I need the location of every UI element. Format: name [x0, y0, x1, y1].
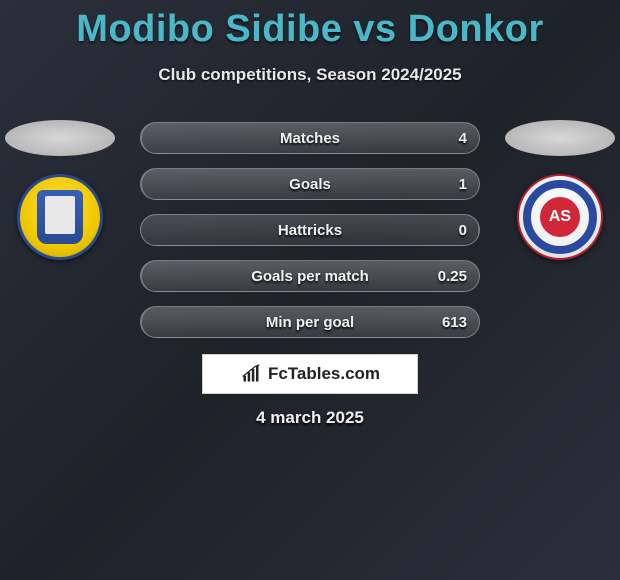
player-left-avatar	[5, 120, 115, 156]
date-label: 4 march 2025	[0, 408, 620, 428]
stat-label: Goals per match	[251, 268, 369, 285]
club-badge-left	[17, 174, 103, 260]
stat-right-value: 0	[459, 222, 467, 239]
shield-icon	[37, 190, 83, 244]
branding-badge[interactable]: FcTables.com	[202, 354, 418, 394]
stat-row-goals-per-match: Goals per match 0.25	[140, 260, 480, 292]
stat-right-value: 1	[459, 176, 467, 193]
stat-label: Goals	[289, 176, 331, 193]
stat-label: Min per goal	[266, 314, 354, 331]
player-left-column	[0, 120, 120, 260]
stats-container: Matches 4 Goals 1 Hattricks 0 Goals per …	[140, 122, 480, 338]
subtitle: Club competitions, Season 2024/2025	[0, 65, 620, 85]
club-monogram-icon: AS	[540, 197, 580, 237]
stat-row-hattricks: Hattricks 0	[140, 214, 480, 246]
stat-label: Matches	[280, 130, 340, 147]
stat-row-matches: Matches 4	[140, 122, 480, 154]
stat-right-value: 0.25	[438, 268, 467, 285]
stat-fill	[478, 215, 479, 245]
stat-row-min-per-goal: Min per goal 613	[140, 306, 480, 338]
player-right-column: AS	[500, 120, 620, 260]
player-right-avatar	[505, 120, 615, 156]
bar-chart-icon	[240, 364, 262, 384]
branding-text: FcTables.com	[268, 364, 380, 384]
page-title: Modibo Sidibe vs Donkor	[0, 0, 620, 51]
stat-right-value: 613	[442, 314, 467, 331]
stat-label: Hattricks	[278, 222, 342, 239]
stat-right-value: 4	[459, 130, 467, 147]
club-badge-right: AS	[517, 174, 603, 260]
stat-row-goals: Goals 1	[140, 168, 480, 200]
